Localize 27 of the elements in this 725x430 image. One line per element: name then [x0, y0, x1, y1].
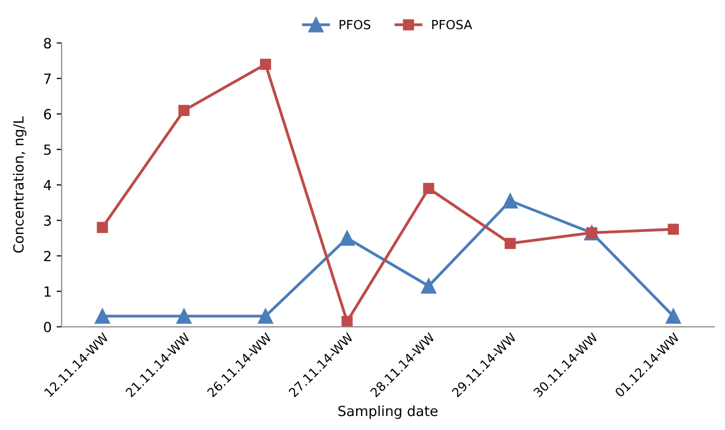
- point: [258, 308, 274, 324]
- point: [94, 308, 110, 324]
- point: [423, 182, 434, 194]
- point: [504, 238, 516, 249]
- y-tick-label: 5: [44, 144, 51, 155]
- y-tick-label: 6: [44, 108, 52, 120]
- point: [668, 224, 679, 235]
- y-tick-label: 0: [44, 322, 51, 332]
- point: [502, 193, 518, 209]
- point: [339, 230, 355, 246]
- y-tick-label: 2: [44, 250, 51, 262]
- x-axis-title: Sampling date: [338, 405, 438, 419]
- y-tick-label: 3: [44, 215, 51, 226]
- y-tick-label: 4: [44, 180, 52, 190]
- point: [178, 104, 190, 116]
- point: [421, 278, 436, 294]
- point: [96, 222, 108, 234]
- point: [176, 308, 192, 324]
- y-axis-title: Concentration, ng/L: [12, 116, 26, 253]
- point: [666, 308, 681, 324]
- legend-label: PFOS: [340, 20, 370, 30]
- y-tick-label: 1: [44, 286, 51, 297]
- y-tick-label: 7: [44, 74, 51, 84]
- point: [342, 316, 353, 327]
- y-tick-label: 8: [44, 38, 51, 48]
- legend-label: PFOSA: [432, 20, 472, 30]
- point: [260, 58, 272, 70]
